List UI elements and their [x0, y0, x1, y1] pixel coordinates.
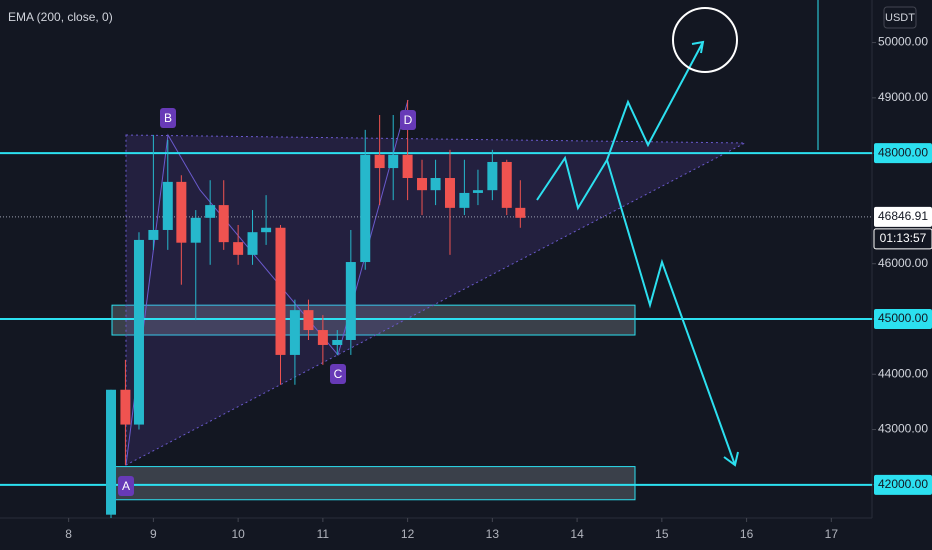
x-tick-label: 14	[570, 527, 584, 541]
candle-body	[190, 217, 201, 243]
candle-body	[402, 154, 413, 179]
candle-body	[162, 181, 173, 230]
candle-body	[247, 232, 258, 255]
last-price-box	[874, 206, 932, 227]
candle-body	[106, 389, 117, 515]
candle-body	[360, 154, 371, 263]
level-label-box	[874, 474, 932, 495]
candle-body	[345, 262, 356, 340]
currency-box	[883, 6, 917, 29]
x-tick-label: 16	[740, 527, 754, 541]
arrow-head	[691, 40, 705, 54]
arrow-down	[606, 159, 736, 466]
candle-body	[444, 178, 455, 208]
y-tick-label: 50000.00	[878, 35, 928, 49]
level-label-box	[874, 308, 932, 329]
x-tick-label: 13	[486, 527, 500, 541]
candle-body	[120, 389, 131, 425]
candle-body	[388, 154, 399, 169]
candle-body	[472, 190, 483, 193]
y-tick-label: 42000.00	[878, 477, 928, 491]
candle-body	[430, 178, 441, 191]
last-price-label: 46846.91	[878, 209, 928, 223]
level-label-box	[874, 143, 932, 164]
countdown-box	[873, 228, 932, 250]
zone	[111, 466, 636, 501]
pattern-line	[125, 99, 409, 466]
candle-body	[374, 154, 385, 169]
arrow-head	[723, 451, 739, 467]
candle-body	[515, 207, 526, 218]
candle-body	[487, 161, 498, 191]
point-label-box	[118, 476, 134, 496]
candle-body	[275, 227, 286, 355]
candle-body	[148, 229, 159, 240]
zone	[111, 304, 636, 336]
point-label: A	[122, 479, 130, 493]
candle-body	[261, 227, 272, 233]
candle-body	[218, 205, 229, 243]
candle-body	[176, 181, 187, 243]
countdown-label: 01:13:57	[880, 231, 927, 245]
x-tick-label: 17	[825, 527, 839, 541]
indicator-label: EMA (200, close, 0)	[8, 10, 113, 24]
candle-body	[501, 161, 512, 208]
candle-body	[233, 242, 244, 255]
x-tick-label: 15	[655, 527, 669, 541]
candle-body	[289, 310, 300, 355]
x-tick-label: 9	[150, 527, 157, 541]
y-tick-label: 45000.00	[878, 311, 928, 325]
y-tick-label: 49000.00	[878, 90, 928, 104]
point-label: B	[164, 111, 172, 125]
y-tick-label: 48000.00	[878, 145, 928, 159]
currency-label: USDT	[885, 12, 915, 24]
candle-body	[205, 205, 216, 218]
candle-body	[459, 192, 470, 208]
candle-body	[317, 330, 328, 345]
candle-body	[133, 239, 144, 425]
x-tick-label: 12	[401, 527, 415, 541]
point-label-box	[400, 110, 416, 130]
point-label: C	[334, 367, 343, 381]
highlight-circle	[672, 7, 738, 73]
x-tick-label: 10	[231, 527, 245, 541]
point-label: D	[404, 113, 413, 127]
x-tick-label: 11	[317, 527, 330, 541]
x-tick-label: 8	[65, 527, 72, 541]
point-label-box	[330, 364, 346, 384]
y-tick-label: 46000.00	[878, 256, 928, 270]
candle-body	[332, 339, 343, 345]
y-tick-label: 43000.00	[878, 422, 928, 436]
candle-body	[417, 178, 428, 191]
candle-body	[303, 310, 314, 331]
point-label-box	[160, 108, 176, 128]
y-tick-label: 44000.00	[878, 366, 928, 380]
